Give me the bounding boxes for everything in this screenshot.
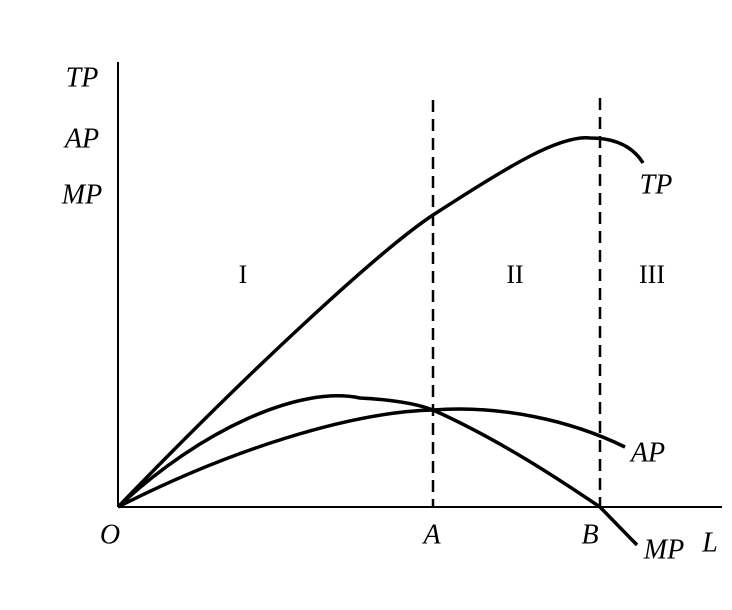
region-label: III: [639, 260, 665, 289]
curve-label: AP: [629, 437, 665, 468]
point-label: A: [421, 519, 441, 550]
mp-curve: [116, 394, 639, 547]
y-axis-label: MP: [61, 179, 102, 210]
point-label: B: [581, 519, 598, 550]
region-label: II: [506, 260, 523, 289]
origin-label: O: [100, 519, 120, 550]
y-axis-label: AP: [63, 123, 99, 154]
curve-label: MP: [643, 534, 684, 565]
ap-curve: [117, 407, 626, 509]
x-axis-label: L: [701, 527, 718, 558]
region-label: I: [239, 260, 248, 289]
tp-curve: [116, 136, 645, 509]
curve-label: TP: [640, 169, 673, 200]
y-axis-label: TP: [66, 62, 99, 93]
